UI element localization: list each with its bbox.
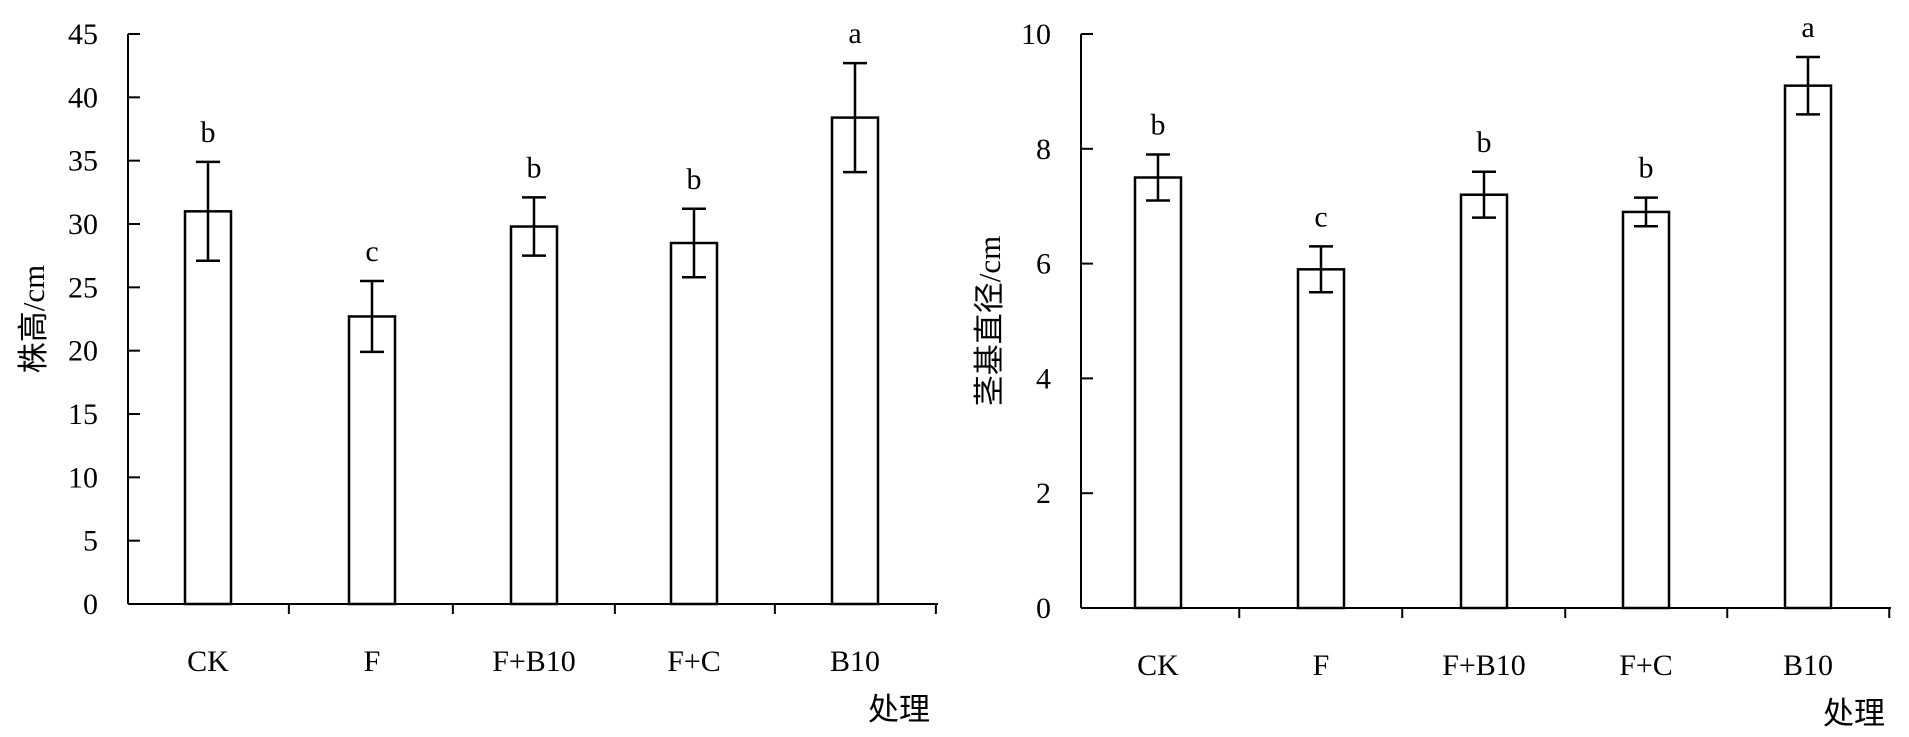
y-tick-label: 4 bbox=[1036, 362, 1051, 395]
y-tick-label: 6 bbox=[1036, 248, 1051, 281]
x-tick-label: CK bbox=[187, 645, 229, 678]
x-tick-label: F+B10 bbox=[492, 645, 576, 678]
y-axis-title: 茎基直径/cm bbox=[972, 236, 1007, 407]
y-tick-label: 8 bbox=[1036, 133, 1051, 166]
bar bbox=[669, 241, 719, 606]
y-tick-label: 10 bbox=[1021, 18, 1051, 51]
y-tick-label: 15 bbox=[68, 398, 98, 431]
bar bbox=[1783, 84, 1833, 610]
significance-label: b bbox=[527, 151, 542, 184]
y-tick-label: 2 bbox=[1036, 477, 1051, 510]
bar bbox=[1133, 176, 1183, 610]
bar bbox=[183, 210, 233, 606]
significance-label: a bbox=[1801, 11, 1814, 44]
bar bbox=[509, 225, 559, 606]
x-tick-label: F bbox=[364, 645, 381, 678]
significance-label: b bbox=[201, 116, 216, 149]
x-tick-label: B10 bbox=[1783, 649, 1833, 682]
significance-label: b bbox=[687, 163, 702, 196]
bar bbox=[830, 116, 880, 606]
y-tick-label: 35 bbox=[68, 145, 98, 178]
y-tick-label: 5 bbox=[83, 525, 98, 558]
y-tick-label: 25 bbox=[68, 271, 98, 304]
x-tick-label: B10 bbox=[830, 645, 880, 678]
stem-diameter-chart: 0 2 4 6 8 10 b CK c Fb F+B10 b F+C a B10 茎基直径/cm 处理 bbox=[972, 11, 1891, 731]
y-tick-label: 10 bbox=[68, 461, 98, 494]
significance-label: b bbox=[1477, 126, 1492, 159]
significance-label: b bbox=[1639, 152, 1654, 185]
significance-label: a bbox=[848, 17, 861, 50]
y-tick-label: 0 bbox=[1036, 592, 1051, 625]
x-tick-label: F+B10 bbox=[1442, 649, 1526, 682]
plant-height-chart: 0 5 10 15 20 25 30 35 40 45 b CK c Fb F+B10 b F+C a B10 株高/… bbox=[16, 17, 938, 727]
y-axis-title: 株高/cm bbox=[16, 265, 51, 374]
x-tick-label: F bbox=[1313, 649, 1330, 682]
y-tick-label: 20 bbox=[68, 335, 98, 368]
x-tick-label: CK bbox=[1137, 649, 1179, 682]
y-tick-label: 30 bbox=[68, 208, 98, 241]
significance-label: c bbox=[1314, 200, 1327, 233]
bar bbox=[347, 315, 397, 606]
y-tick-label: 0 bbox=[83, 588, 98, 621]
x-tick-label: F+C bbox=[1619, 649, 1673, 682]
x-axis-title: 处理 bbox=[868, 692, 930, 727]
bar bbox=[1296, 268, 1346, 610]
y-tick-label: 40 bbox=[68, 81, 98, 114]
bar bbox=[1459, 193, 1509, 610]
significance-label: c bbox=[365, 235, 378, 268]
significance-label: b bbox=[1151, 109, 1166, 142]
y-tick-label: 45 bbox=[68, 18, 98, 51]
x-axis-title: 处理 bbox=[1823, 696, 1885, 731]
x-tick-label: F+C bbox=[667, 645, 721, 678]
bar bbox=[1621, 210, 1671, 610]
